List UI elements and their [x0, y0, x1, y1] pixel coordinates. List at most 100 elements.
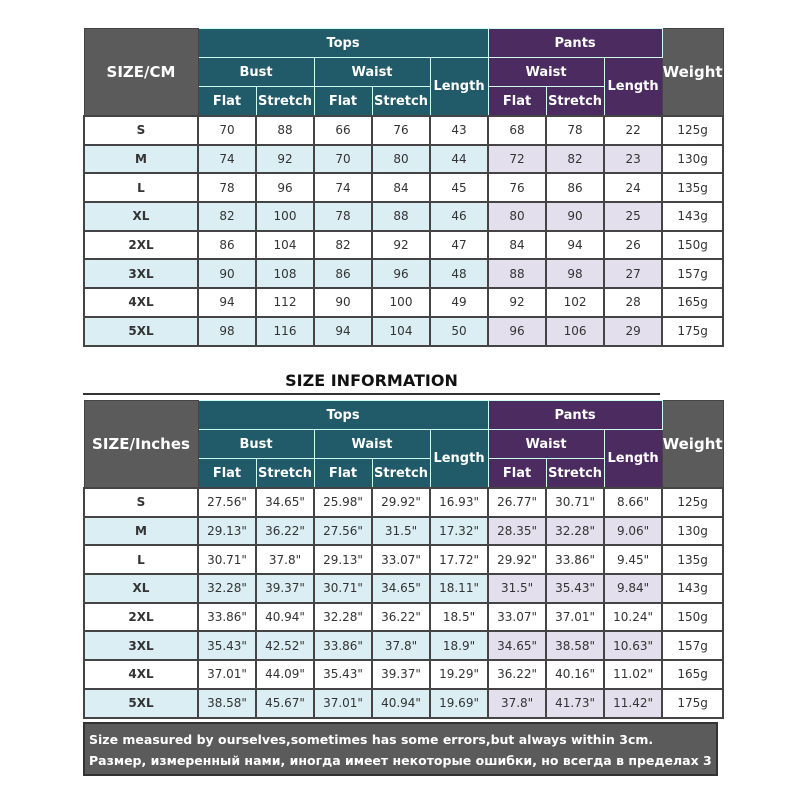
- value-cell: 9.45": [603, 544, 664, 576]
- value-cell: 90: [545, 201, 606, 232]
- value-cell: 98: [197, 315, 257, 347]
- value-cell: 94: [197, 287, 257, 318]
- value-cell: 96: [371, 258, 431, 290]
- pants-length-header: Length: [603, 57, 663, 117]
- value-cell: 18.5": [428, 601, 490, 633]
- value-cell: 37.01": [313, 687, 373, 719]
- table-row: 2XL 86 104 82 92 47 84 94 26 150g: [83, 229, 725, 261]
- value-cell: 38.58": [545, 630, 606, 662]
- value-cell: 16.93": [428, 487, 490, 518]
- pants-waist-stretch-header: Stretch: [545, 86, 605, 117]
- value-cell: 18.9": [428, 630, 490, 662]
- pants-waist-stretch-header: Stretch: [545, 458, 605, 489]
- value-cell: 32.28": [197, 573, 257, 604]
- value-cell: 100: [371, 287, 431, 318]
- size-label-cell: 4XL: [83, 659, 199, 690]
- value-cell: 88: [371, 201, 431, 232]
- table-row: 5XL 98 116 94 104 50 96 106 29 175g: [83, 315, 725, 347]
- size-label-cell: 3XL: [83, 630, 199, 662]
- value-cell: 37.8": [371, 630, 431, 662]
- value-cell: 68: [487, 115, 548, 146]
- value-cell: 104: [255, 229, 315, 261]
- value-cell: 33.07": [371, 544, 431, 576]
- value-cell: 74: [197, 143, 257, 175]
- size-label-cell: S: [83, 115, 199, 146]
- value-cell: 17.72": [428, 544, 490, 576]
- title-divider: [83, 393, 660, 395]
- table-row: 3XL 35.43" 42.52" 33.86" 37.8" 18.9" 34.65" 38.…: [83, 630, 725, 662]
- size-table-inches: SIZE/Inches Tops Pants Weight Bust Waist Leng…: [83, 400, 725, 719]
- value-cell: 86: [545, 172, 606, 204]
- value-cell: 25.98": [313, 487, 373, 518]
- measurement-note: Size measured by ourselves,sometimes has…: [83, 722, 718, 789]
- value-cell: 27.56": [313, 515, 373, 547]
- value-cell: 98: [545, 258, 606, 290]
- table-row: 5XL 38.58" 45.67" 37.01" 40.94" 19.69" 37.8" 41…: [83, 687, 725, 719]
- value-cell: 33.86": [197, 601, 257, 633]
- value-cell: 157g: [661, 630, 725, 662]
- value-cell: 19.69": [428, 687, 490, 719]
- table-row: XL 82 100 78 88 46 80 90 25 143g: [83, 201, 725, 232]
- value-cell: 34.65": [255, 487, 315, 518]
- tops-waist-flat-header: Flat: [313, 86, 373, 117]
- tops-bust-header: Bust: [197, 429, 315, 459]
- value-cell: 28: [603, 287, 664, 318]
- pants-header: Pants: [487, 28, 663, 58]
- value-cell: 22: [603, 115, 664, 146]
- value-cell: 10.24": [603, 601, 664, 633]
- value-cell: 33.07": [487, 601, 548, 633]
- value-cell: 30.71": [545, 487, 606, 518]
- value-cell: 84: [371, 172, 431, 204]
- value-cell: 143g: [661, 201, 725, 232]
- size-label-cell: 4XL: [83, 287, 199, 318]
- value-cell: 37.01": [545, 601, 606, 633]
- tops-waist-flat-header: Flat: [313, 458, 373, 489]
- size-label-cell: M: [83, 143, 199, 175]
- value-cell: 11.42": [603, 687, 664, 719]
- pants-header: Pants: [487, 400, 663, 430]
- value-cell: 9.06": [603, 515, 664, 547]
- value-cell: 30.71": [197, 544, 257, 576]
- value-cell: 26: [603, 229, 664, 261]
- value-cell: 17.32": [428, 515, 490, 547]
- value-cell: 38.58": [197, 687, 257, 719]
- size-label-cell: L: [83, 544, 199, 576]
- value-cell: 104: [371, 315, 431, 347]
- value-cell: 175g: [661, 687, 725, 719]
- value-cell: 40.16": [545, 659, 606, 690]
- value-cell: 18.11": [428, 573, 490, 604]
- size-label-cell: 2XL: [83, 601, 199, 633]
- note-russian: Размер, измеренный нами, иногда имеет не…: [89, 753, 712, 789]
- value-cell: 25: [603, 201, 664, 232]
- pants-waist-flat-header: Flat: [487, 458, 547, 489]
- value-cell: 49: [428, 287, 490, 318]
- tops-waist-stretch-header: Stretch: [371, 458, 431, 489]
- value-cell: 125g: [661, 487, 725, 518]
- size-corner-header: SIZE/CM: [83, 28, 199, 117]
- value-cell: 78: [545, 115, 606, 146]
- tops-length-header: Length: [429, 429, 489, 489]
- size-label-cell: 5XL: [83, 687, 199, 719]
- pants-length-header: Length: [603, 429, 663, 489]
- size-label-cell: S: [83, 487, 199, 518]
- value-cell: 96: [487, 315, 548, 347]
- value-cell: 8.66": [603, 487, 664, 518]
- value-cell: 165g: [661, 659, 725, 690]
- value-cell: 66: [313, 115, 373, 146]
- value-cell: 37.8": [255, 544, 315, 576]
- value-cell: 35.43": [545, 573, 606, 604]
- value-cell: 32.28": [313, 601, 373, 633]
- value-cell: 45: [428, 172, 490, 204]
- value-cell: 78: [197, 172, 257, 204]
- tops-waist-header: Waist: [313, 429, 431, 459]
- value-cell: 82: [197, 201, 257, 232]
- value-cell: 80: [487, 201, 548, 232]
- value-cell: 92: [487, 287, 548, 318]
- value-cell: 48: [428, 258, 490, 290]
- value-cell: 28.35": [487, 515, 548, 547]
- value-cell: 82: [313, 229, 373, 261]
- value-cell: 112: [255, 287, 315, 318]
- value-cell: 94: [545, 229, 606, 261]
- value-cell: 150g: [661, 601, 725, 633]
- value-cell: 92: [255, 143, 315, 175]
